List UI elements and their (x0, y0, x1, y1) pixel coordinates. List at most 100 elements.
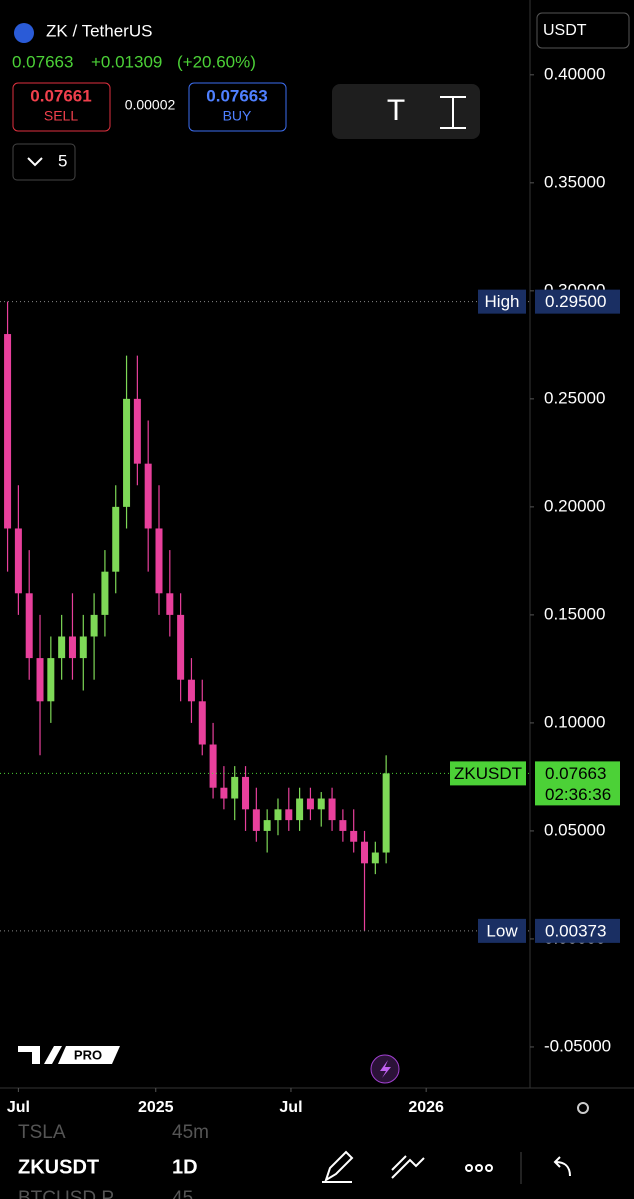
marker-value-bg (535, 761, 620, 806)
watch-bottom: BTCUSD P (18, 1188, 114, 1199)
candle-body (242, 776, 250, 810)
candle-body (209, 744, 217, 788)
logo (18, 1046, 62, 1064)
candle-body (306, 798, 314, 810)
candle-body (382, 773, 390, 853)
price-change-pct: (+20.60%) (177, 52, 256, 71)
symbol-title: ZK / TetherUS (46, 21, 152, 40)
marker-value-bg (535, 289, 620, 314)
y-tick-label: 0.10000 (544, 712, 605, 731)
marker-value: 0.00373 (545, 921, 606, 940)
buy-price: 0.07663 (206, 86, 267, 105)
candle-body (177, 614, 185, 680)
watch-top-value: 45m (172, 1122, 209, 1143)
candle-body (36, 658, 44, 702)
buy-label: BUY (223, 108, 252, 124)
currency: USDT (543, 22, 587, 39)
marker-value-bg (535, 918, 620, 943)
candle-body (25, 593, 33, 659)
candle-body (252, 809, 260, 831)
candle-body (198, 701, 206, 745)
marker-label: ZKUSDT (454, 764, 522, 783)
y-tick-label: 0.20000 (544, 496, 605, 515)
candle-body (274, 809, 282, 821)
marker-label: High (485, 292, 520, 311)
logo-text: PRO (74, 1047, 102, 1062)
logo-badge (58, 1046, 120, 1064)
candle-body (155, 528, 163, 594)
candle-body (296, 798, 304, 821)
candle-body (231, 776, 239, 799)
y-tick-label: 0.35000 (544, 172, 605, 191)
candle-body (79, 636, 87, 659)
y-tick-label: 0.15000 (544, 604, 605, 623)
coin-icon (14, 23, 34, 43)
last-price: 0.07663 (12, 52, 73, 71)
candle-body (371, 852, 379, 864)
marker-value: 0.29500 (545, 292, 606, 311)
x-tick-label: 2025 (138, 1099, 174, 1116)
watch-bottom-value: 45 (172, 1188, 193, 1199)
candle-body (317, 798, 325, 810)
y-tick-label: 0.05000 (544, 820, 605, 839)
y-tick-label: -0.05000 (544, 1036, 611, 1055)
y-tick-label: 0.40000 (544, 64, 605, 83)
candle-body (14, 528, 22, 594)
buy-button[interactable] (188, 82, 287, 132)
y-tick-label: 0.25000 (544, 388, 605, 407)
undo-icon[interactable] (553, 1156, 571, 1177)
watch-top: TSLA (18, 1122, 66, 1143)
footer-interval[interactable]: 1D (172, 1156, 198, 1178)
candle-body (133, 398, 141, 464)
text-tool[interactable]: T (387, 94, 405, 127)
range-tool[interactable] (440, 96, 466, 129)
candle-body (112, 506, 120, 572)
lightning (380, 1060, 391, 1078)
marker-label-bg (478, 918, 526, 943)
candle-body (47, 658, 55, 702)
candle-body (350, 830, 358, 842)
footer (0, 1126, 634, 1199)
candle-body (187, 679, 195, 702)
x-tick-label: Jul (7, 1099, 30, 1116)
candle-body (328, 798, 336, 821)
drawing-toolbar (332, 84, 480, 139)
marker-label: Low (486, 921, 518, 940)
candle-body (68, 636, 76, 659)
marker-value: 0.07663 (545, 764, 606, 783)
x-tick-label: 2026 (408, 1099, 444, 1116)
candle-body (101, 571, 109, 615)
candle-body (58, 636, 66, 659)
candle-body (220, 787, 228, 799)
candle-body (4, 334, 12, 529)
candle-body (90, 614, 98, 637)
marker-label-bg (478, 289, 526, 314)
lines-icon[interactable] (391, 1155, 425, 1179)
indicator-toggle[interactable] (12, 143, 76, 181)
settings-icon[interactable] (577, 1102, 589, 1114)
marker-label-bg (450, 761, 526, 786)
x-tick-label: Jul (279, 1099, 302, 1116)
sell-button[interactable] (12, 82, 111, 132)
candle-body (144, 463, 152, 529)
chevron (27, 157, 43, 167)
marker-countdown: 02:36:36 (545, 785, 611, 804)
more-icon[interactable] (465, 1164, 493, 1172)
candle-body (285, 809, 293, 821)
spread: 0.00002 (125, 97, 176, 113)
candle-body (361, 841, 369, 864)
candle-body (123, 398, 131, 507)
candle-body (263, 820, 271, 831)
currency-select[interactable] (536, 12, 630, 49)
footer-symbol[interactable]: ZKUSDT (18, 1156, 99, 1178)
candle-body (166, 593, 174, 615)
sell-label: SELL (44, 108, 78, 124)
sell-price: 0.07661 (30, 86, 91, 105)
price-change: +0.01309 (91, 52, 162, 71)
draw-icon[interactable] (322, 1150, 354, 1183)
indicator-count: 5 (58, 151, 67, 170)
candle-body (339, 820, 347, 831)
